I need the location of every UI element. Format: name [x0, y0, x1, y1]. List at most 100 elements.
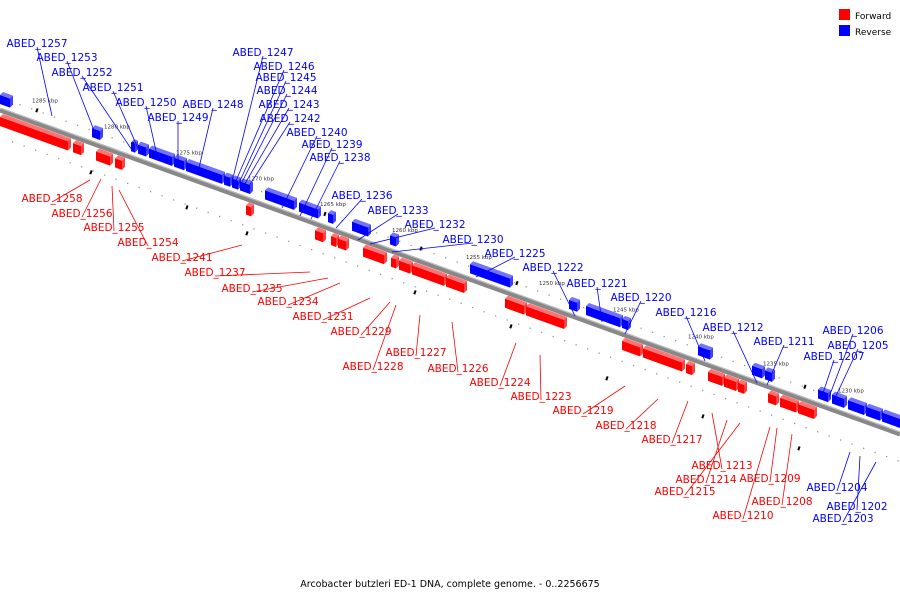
minor-tick-dot [77, 124, 79, 127]
forward-gene-block [526, 303, 567, 330]
reverse-gene-block [818, 386, 831, 403]
leader-line [81, 75, 133, 151]
minor-tick-dot [410, 244, 412, 247]
gene-label-abed-1219: ABED_1219 [552, 405, 613, 417]
minor-tick-dot [663, 335, 665, 338]
reverse-gene-block [149, 145, 175, 166]
minor-tick-dot [732, 360, 734, 362]
reverse-gene-block [698, 343, 713, 360]
gene-label-abed-1250: ABED_1250 [115, 97, 176, 109]
minor-tick-dot [422, 248, 424, 251]
major-tick-mark [35, 108, 39, 113]
minor-tick-dot [403, 282, 405, 284]
gene-label-abed-1242: ABED_1242 [259, 113, 320, 125]
tick-label: 1230 kbp [838, 389, 864, 395]
minor-tick-dot [376, 232, 378, 234]
forward-gene-block [363, 244, 387, 265]
reverse-gene-block [186, 158, 225, 184]
minor-tick-dot [817, 431, 819, 433]
minor-tick-dot [483, 311, 485, 313]
tick-label: 1260 kbp [392, 228, 418, 234]
genome-axis-highlight [0, 107, 900, 433]
leader-line [181, 244, 243, 262]
minor-tick-dot [334, 257, 336, 259]
leader-line [625, 398, 659, 430]
reverse-gene-block [470, 261, 513, 288]
gene-label-abed-1223: ABED_1223 [510, 391, 571, 403]
gene-label-abed-1206: ABED_1206 [822, 325, 883, 337]
reverse-gene-block [131, 139, 138, 153]
gene-label-abed-1210: ABED_1210 [712, 510, 773, 522]
minor-tick-dot [552, 335, 554, 338]
forward-gene-block [315, 227, 326, 243]
minor-tick-dot [219, 215, 221, 218]
reverse-gene-block [92, 125, 103, 140]
minor-tick-dot [583, 306, 585, 309]
leader-line [369, 227, 436, 245]
minor-tick-dot [445, 257, 447, 259]
gene-label-abed-1247: ABED_1247 [232, 47, 293, 59]
minor-tick-dot [725, 398, 727, 400]
minor-tick-dot [468, 265, 470, 267]
minor-tick-dot [81, 166, 83, 168]
minor-tick-dot [322, 253, 324, 255]
leader-line [856, 455, 861, 511]
minor-tick-dot [35, 149, 37, 151]
minor-tick-dot [748, 406, 750, 408]
leader-line [539, 354, 542, 401]
leader-line [335, 198, 363, 229]
reverse-gene-block [765, 367, 775, 382]
leader-line [251, 277, 329, 293]
minor-tick-dot [805, 426, 807, 429]
leader-line [36, 46, 53, 117]
minor-tick-dot [564, 340, 566, 342]
minor-tick-dot [633, 364, 635, 367]
gene-label-abed-1225: ABED_1225 [484, 248, 545, 260]
minor-tick-dot [368, 269, 370, 271]
leader-line [582, 385, 626, 415]
gene-label-abed-1258: ABED_1258 [21, 193, 82, 205]
gene-label-abed-1226: ABED_1226 [427, 363, 488, 375]
leader-line [499, 342, 517, 387]
minor-tick-dot [42, 112, 44, 114]
minor-tick-dot [111, 137, 113, 139]
gene-label-abed-1253: ABED_1253 [36, 52, 97, 64]
gene-label-abed-1232: ABED_1232 [404, 219, 465, 231]
minor-tick-dot [433, 253, 435, 255]
minor-tick-dot [587, 348, 589, 350]
minor-tick-dot [656, 373, 658, 375]
reverse-gene-block [224, 172, 233, 187]
minor-tick-dot [721, 356, 723, 358]
reverse-gene-block [622, 315, 631, 331]
minor-tick-dot [713, 393, 715, 396]
reverse-gene-block [848, 397, 867, 416]
gene-label-abed-1224: ABED_1224 [469, 377, 530, 389]
forward-gene-block [338, 235, 349, 251]
minor-tick-dot [598, 352, 600, 354]
reverse-gene-block [138, 141, 149, 157]
minor-tick-dot [518, 323, 520, 325]
gene-label-abed-1204: ABED_1204 [806, 482, 867, 494]
reverse-gene-block [174, 154, 187, 171]
leader-line [214, 271, 311, 277]
minor-tick-dot [690, 385, 692, 387]
minor-tick-dot [897, 460, 899, 462]
gene-label-abed-1228: ABED_1228 [342, 361, 403, 373]
minor-tick-dot [794, 422, 796, 425]
reverse-gene-block [569, 296, 580, 312]
minor-tick-dot [652, 331, 654, 334]
tick-label: 1240 kbp [688, 335, 714, 341]
reverse-gene-block [328, 210, 336, 224]
minor-tick-dot [736, 402, 738, 404]
gene-label-abed-1211: ABED_1211 [753, 336, 814, 348]
genome-axis [0, 107, 900, 437]
minor-tick-dot [437, 294, 439, 296]
tick-label: 1265 kbp [320, 202, 346, 208]
legend-swatch-forward [839, 9, 850, 20]
minor-tick-dot [387, 236, 389, 238]
reverse-gene-block [240, 178, 253, 194]
gene-label-abed-1249: ABED_1249 [147, 112, 208, 124]
minor-tick-dot [345, 261, 347, 263]
minor-tick-dot [380, 273, 382, 276]
